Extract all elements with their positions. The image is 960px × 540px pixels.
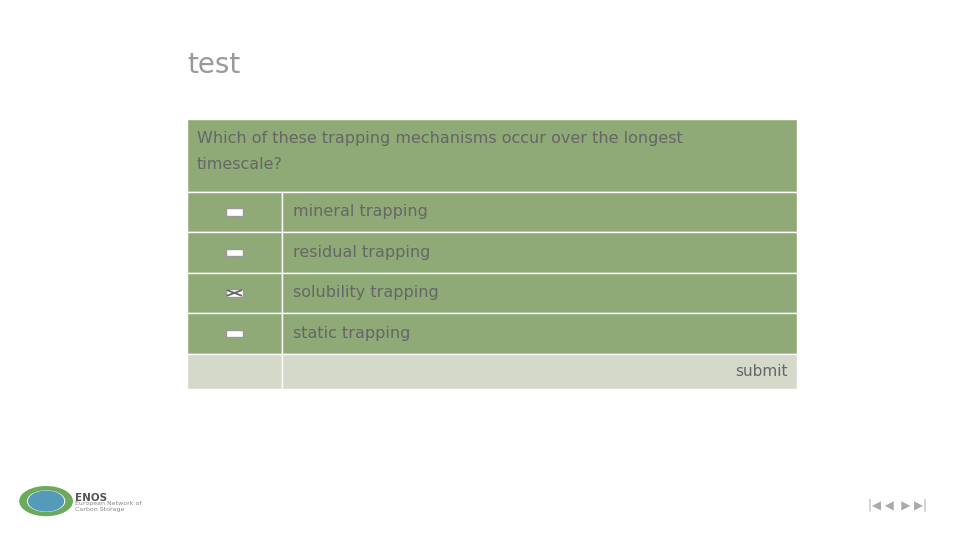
Text: timescale?: timescale?	[197, 157, 282, 172]
Bar	[281, 354, 797, 389]
Text: static trapping: static trapping	[293, 326, 411, 341]
Text: submit: submit	[734, 364, 787, 379]
Bar	[281, 232, 797, 273]
Circle shape	[29, 491, 63, 511]
Bar	[281, 273, 797, 313]
Text: |◀ ◀  ▶ ▶|: |◀ ◀ ▶ ▶|	[868, 498, 927, 511]
Bar	[187, 313, 281, 354]
Bar	[226, 330, 243, 337]
Bar	[281, 313, 797, 354]
Bar	[187, 119, 797, 192]
Bar	[187, 273, 281, 313]
Bar	[281, 192, 797, 232]
Text: Which of these trapping mechanisms occur over the longest: Which of these trapping mechanisms occur…	[197, 131, 683, 146]
Bar	[226, 289, 243, 296]
Bar	[187, 232, 281, 273]
Bar	[226, 249, 243, 256]
Bar	[226, 208, 243, 215]
Text: solubility trapping: solubility trapping	[293, 286, 439, 300]
Bar	[187, 192, 281, 232]
Bar	[187, 354, 281, 389]
Text: test: test	[187, 51, 240, 79]
Text: residual trapping: residual trapping	[293, 245, 431, 260]
Text: European Network of
Carbon Storage: European Network of Carbon Storage	[75, 501, 141, 512]
Text: mineral trapping: mineral trapping	[293, 205, 428, 219]
Text: ENOS: ENOS	[75, 493, 107, 503]
